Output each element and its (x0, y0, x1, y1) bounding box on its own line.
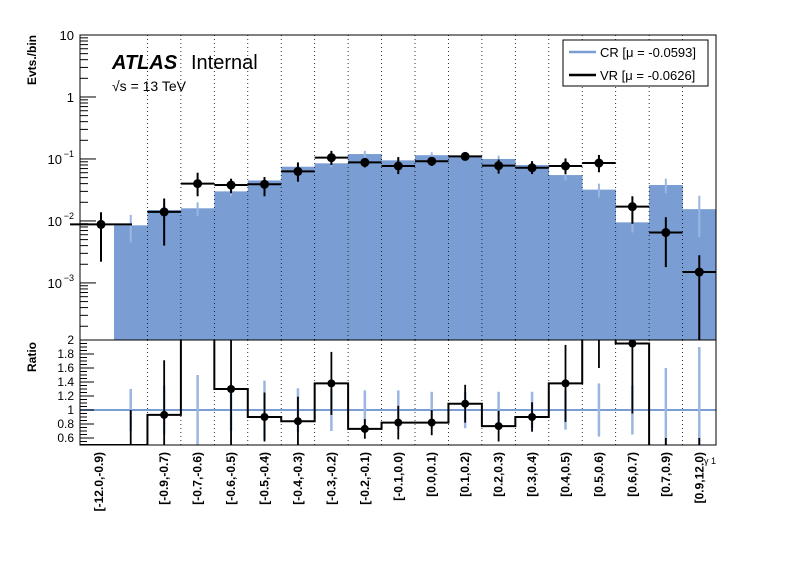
lower-y-tick-label: 1.8 (57, 347, 74, 361)
atlas-label: ATLAS (111, 52, 178, 74)
lower-y-tick-label: 0.8 (57, 417, 74, 431)
lower-y-tick-label: 0.6 (57, 431, 74, 445)
cr-histogram-bar (548, 175, 583, 340)
vr-ratio-point (427, 418, 436, 427)
lower-y-tick-label: 1.6 (57, 361, 74, 375)
vr-data-point (226, 180, 236, 190)
lower-y-tick-label: 1.4 (57, 375, 74, 389)
x-tick-label: [0.7,0.9) (659, 452, 673, 497)
vr-data-point (494, 161, 504, 171)
upper-y-tick-label: 10 (48, 152, 62, 167)
cr-histogram-bar (615, 222, 650, 340)
vr-ratio-point (327, 379, 336, 388)
x-tick-label: [-0.1,0.0) (391, 452, 405, 501)
cr-histogram-bar (515, 164, 550, 340)
lower-y-tick-label: 2 (67, 333, 74, 347)
vr-ratio-point (561, 379, 570, 388)
vr-data-point (627, 202, 637, 212)
x-tick-label: [0.3,0.4) (525, 452, 539, 497)
cr-histogram-bar (348, 154, 382, 340)
vr-ratio-point (461, 399, 470, 408)
cr-histogram-bar (114, 225, 148, 340)
upper-y-tick-exponent: −2 (64, 211, 74, 221)
vr-ratio-point (494, 422, 503, 431)
vr-data-point (159, 207, 169, 217)
cr-histogram-bar (415, 155, 449, 340)
x-tick-label: [-0.3,-0.2) (324, 452, 338, 505)
x-tick-label: [-0.9,-0.7) (157, 452, 171, 505)
vr-data-point (694, 267, 704, 277)
x-tick-label: [0.0,0.1) (425, 452, 439, 497)
lower-y-tick-label: 1.2 (57, 389, 74, 403)
cr-histogram-bar (180, 208, 215, 340)
vr-data-point (260, 179, 269, 189)
cr-histogram-bar (381, 160, 416, 340)
upper-y-tick-exponent: −3 (64, 273, 74, 283)
cr-histogram-bar (247, 180, 282, 340)
x-tick-label: [0.6,0.7) (625, 452, 639, 497)
vr-data-point (293, 166, 303, 176)
vr-data-point (460, 151, 470, 161)
x-tick-label: [0.4,0.5) (559, 452, 573, 497)
vr-ratio-point (227, 385, 236, 393)
lower-plot-area (80, 340, 716, 445)
vr-ratio-point (360, 424, 369, 433)
legend: CR [μ = -0.0593] VR [μ = -0.0626] (562, 39, 709, 87)
vr-ratio-point (394, 418, 403, 427)
upper-y-tick-label: 10 (48, 276, 62, 291)
x-tick-label: [-0.6,-0.5) (224, 452, 238, 505)
vr-data-point (393, 161, 403, 171)
upper-y-tick-label: 10 (48, 214, 62, 229)
lower-panel: 0.60.811.21.41.61.82 (57, 333, 717, 446)
x-axis-title: γ 1 (704, 456, 716, 466)
x-tick-label: [0.5,0.6) (592, 452, 606, 497)
x-tick-label: [-0.2,-0.1) (358, 452, 372, 505)
vr-data-point (661, 228, 671, 238)
vr-ratio-point (260, 413, 269, 421)
vr-ratio-point (160, 410, 169, 419)
energy-label: √s = 13 TeV (112, 78, 187, 94)
atlas-sublabel: Internal (191, 52, 258, 74)
cr-histogram-bar (281, 166, 315, 340)
vr-data-point (561, 161, 570, 171)
x-tick-label: [-12.0,-0.9) (92, 452, 106, 511)
vr-data-point (594, 158, 604, 168)
x-tick-label: [0.2,0.3) (492, 452, 506, 497)
cr-histogram-bar (582, 189, 616, 340)
x-axis: [-12.0,-0.9) [-0.9,-0.7) [-0.7,-0.6) [-0.6,… (92, 452, 706, 511)
cr-histogram-bar (314, 163, 349, 340)
vr-data-point (326, 153, 336, 163)
x-tick-label: [0.1,0.2) (458, 452, 472, 497)
x-tick-label: [-0.7,-0.6) (191, 452, 205, 505)
vr-ratio-point (528, 413, 537, 421)
lower-y-tick-label: 1 (67, 403, 74, 417)
vr-data-point (193, 179, 203, 189)
cr-histogram-bar (448, 156, 483, 340)
x-tick-label: [0.9,12.0) (692, 452, 706, 503)
legend-cr-label: CR [μ = -0.0593] (600, 45, 696, 60)
x-tick-label: [-0.4,-0.3) (291, 452, 305, 505)
vr-data-point (427, 156, 437, 166)
vr-data-point (527, 163, 537, 173)
legend-vr-label: VR [μ = -0.0626] (600, 68, 695, 83)
x-tick-label: [-0.5,-0.4) (258, 452, 272, 505)
vr-ratio-point (628, 340, 637, 348)
upper-y-tick-label: 10 (60, 28, 74, 43)
upper-y-axis-title: Evts./bin (25, 35, 39, 85)
vr-data-point (360, 157, 370, 167)
cr-histogram-bar (214, 191, 249, 340)
vr-data-point (96, 219, 106, 229)
lower-y-axis-title: Ratio (25, 342, 39, 372)
upper-y-tick-label: 1 (67, 90, 74, 105)
cr-histogram-bar (481, 158, 516, 340)
upper-y-tick-exponent: −1 (64, 149, 74, 159)
vr-ratio-point (293, 417, 302, 426)
